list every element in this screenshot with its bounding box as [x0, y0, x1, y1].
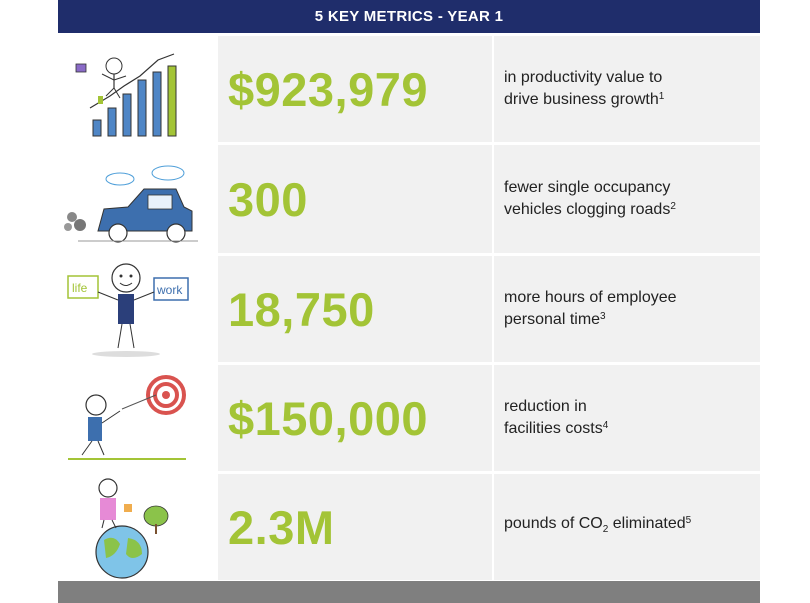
- metric-value: $150,000: [228, 391, 429, 445]
- metric-value-cell: 2.3M: [218, 474, 492, 580]
- metric-description: pounds of CO2 eliminated5: [494, 474, 760, 580]
- metric-description: in productivity value to drive business g…: [494, 36, 760, 142]
- metric-value-cell: $923,979: [218, 36, 492, 142]
- metric-description: fewer single occupancy vehicles clogging …: [494, 145, 760, 253]
- footer-bar: [58, 581, 760, 603]
- metric-row: $923,979 in productivity value to drive b…: [58, 36, 760, 142]
- metrics-panel: 5 KEY METRICS - YEAR 1: [58, 0, 760, 603]
- metric-value-cell: $150,000: [218, 365, 492, 471]
- footnote-marker: 2: [670, 201, 676, 212]
- target-icon: [58, 365, 216, 471]
- svg-text:work: work: [156, 283, 183, 297]
- svg-text:life: life: [72, 281, 88, 295]
- metric-row: 300 fewer single occupancy vehicles clogg…: [58, 145, 760, 253]
- metric-value-cell: 300: [218, 145, 492, 253]
- metric-description: more hours of employee personal time3: [494, 256, 760, 362]
- metric-description: reduction in facilities costs4: [494, 365, 760, 471]
- footnote-marker: 1: [658, 91, 665, 102]
- footnote-marker: 5: [685, 514, 692, 526]
- metric-row: life work 18,750 more hours of employee p…: [58, 256, 760, 362]
- life-work-balance-icon: life work: [58, 256, 216, 362]
- footnote-marker: 4: [602, 420, 609, 431]
- metric-value: $923,979: [228, 62, 429, 116]
- metric-value: 300: [228, 172, 308, 226]
- footnote-marker: 3: [600, 311, 606, 322]
- growth-chart-icon: [58, 36, 216, 142]
- metric-row: $150,000 reduction in facilities costs4: [58, 365, 760, 471]
- metric-value: 18,750: [228, 282, 375, 336]
- car-icon: [58, 145, 216, 253]
- metric-value: 2.3M: [228, 500, 335, 554]
- page-title: 5 KEY METRICS - YEAR 1: [58, 0, 760, 33]
- metric-row: 2.3M pounds of CO2 eliminated5: [58, 474, 760, 580]
- metric-value-cell: 18,750: [218, 256, 492, 362]
- globe-icon: [58, 474, 216, 580]
